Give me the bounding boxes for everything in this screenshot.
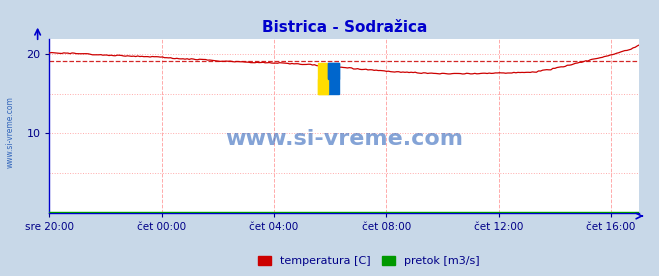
Bar <box>318 63 328 94</box>
Bar <box>328 63 339 79</box>
Text: www.si-vreme.com: www.si-vreme.com <box>225 129 463 150</box>
Bar <box>318 79 328 94</box>
Text: www.si-vreme.com: www.si-vreme.com <box>5 97 14 168</box>
Bar <box>328 63 339 94</box>
Legend: temperatura [C], pretok [m3/s]: temperatura [C], pretok [m3/s] <box>254 251 484 270</box>
Title: Bistrica - Sodražica: Bistrica - Sodražica <box>262 20 427 35</box>
